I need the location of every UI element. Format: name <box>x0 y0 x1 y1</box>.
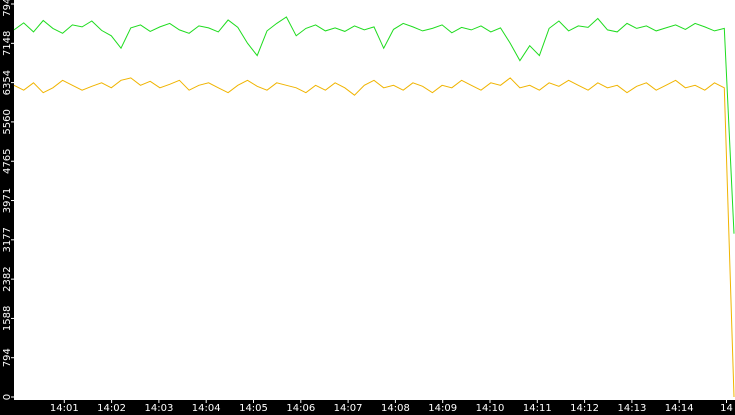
x-tick-label: 14:03 <box>144 403 173 414</box>
x-tick-label: 14:08 <box>381 403 410 414</box>
y-axis-strip <box>0 0 14 415</box>
x-tick-label: 14:05 <box>239 403 268 414</box>
y-tick-label: 5560 <box>2 109 13 134</box>
y-tick-label: 4765 <box>2 149 13 174</box>
series-line <box>13 16 735 234</box>
x-tick-label: 14:10 <box>476 403 505 414</box>
y-tick-label: 7148 <box>2 31 13 56</box>
x-tick-label: 14:04 <box>192 403 221 414</box>
y-tick-label: 1588 <box>2 306 13 331</box>
x-tick-label: 14:13 <box>617 403 646 414</box>
x-tick-label: 14:14 <box>665 403 694 414</box>
x-tick-label: 14 <box>720 403 733 414</box>
x-tick-label: 14:01 <box>50 403 79 414</box>
y-tick-label: 3177 <box>2 227 13 252</box>
x-tick-label: 14:12 <box>570 403 599 414</box>
x-axis-strip <box>0 400 735 415</box>
y-tick-label: 794 <box>2 348 13 367</box>
x-tick-label: 14:02 <box>97 403 126 414</box>
y-tick-label: 2382 <box>2 266 13 291</box>
y-tick-label: 0 <box>2 394 13 400</box>
x-tick-label: 14:06 <box>286 403 315 414</box>
series-line <box>13 77 735 398</box>
x-tick-label: 14:07 <box>334 403 363 414</box>
x-tick-label: 14:09 <box>428 403 457 414</box>
y-tick-label: 3971 <box>2 188 13 213</box>
y-tick-label: 6354 <box>2 70 13 95</box>
x-tick-label: 14:11 <box>523 403 552 414</box>
y-tick-label: 7943 <box>2 0 13 17</box>
